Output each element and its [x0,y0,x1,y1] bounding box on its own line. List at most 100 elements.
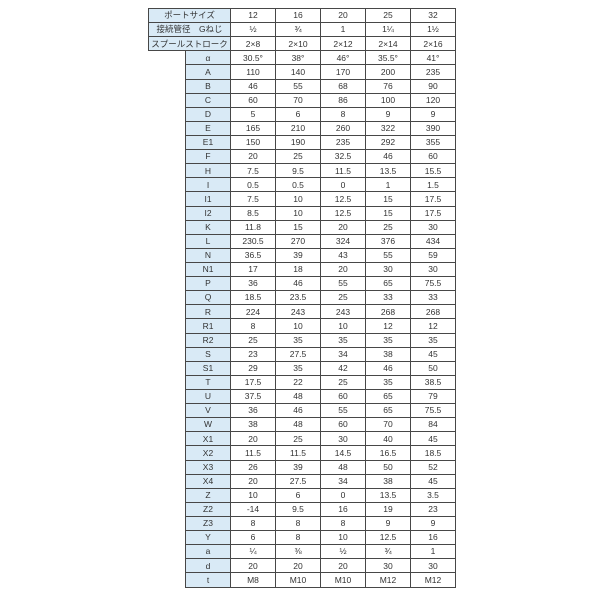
row-spacer [148,64,186,80]
cell-value: 35 [365,374,411,390]
row-spacer [148,276,186,291]
cell-value: 25 [365,7,411,24]
cell-value: 52 [410,459,456,475]
cell-value: 16.5 [365,445,411,461]
cell-value: 8.5 [230,205,276,221]
cell-value: 1½ [410,22,456,38]
cell-value: 376 [365,233,411,249]
cell-value: 35 [275,332,321,348]
cell-value: 60 [410,149,456,165]
cell-value: 322 [365,120,411,136]
cell-value: 16 [410,530,456,546]
row-label: ポートサイズ [148,7,231,24]
cell-value: 30 [365,558,411,574]
cell-value: 35 [275,360,321,376]
cell-value: 324 [320,233,366,249]
cell-value: 29 [230,360,276,376]
cell-value: 36.5 [230,247,276,263]
row-label: H [185,163,231,179]
cell-value: M12 [365,572,411,588]
cell-value: 17.5 [410,191,456,207]
cell-value: 8 [230,515,276,532]
table-row: d 20 20 20 30 30 [148,558,456,574]
cell-value: 110 [230,64,276,80]
cell-value: 235 [320,134,366,151]
row-label: Y [185,530,231,546]
table-row: Z 10 6 0 13.5 3.5 [148,487,456,503]
cell-value: 5 [230,106,276,122]
row-label: W [185,417,231,433]
cell-value: 35.5° [365,50,411,66]
cell-value: 170 [320,64,366,80]
cell-value: 50 [365,459,411,475]
cell-value: ¾ [365,544,411,560]
cell-value: 46 [275,403,321,419]
cell-value: 6 [275,106,321,122]
table-row: X2 11.5 11.5 14.5 16.5 18.5 [148,445,456,461]
cell-value: 23 [410,501,456,517]
cell-value: 224 [230,304,276,320]
cell-value: 11.8 [230,219,276,235]
cell-value: 46 [275,276,321,292]
cell-value: 36 [230,403,276,419]
cell-value: 23.5 [275,290,321,306]
cell-value: 260 [320,120,366,136]
cell-value: 20 [230,149,276,165]
table-row: B 46 55 68 76 90 [148,78,456,94]
cell-value: 12.5 [320,205,366,221]
cell-value: 100 [365,92,411,108]
cell-value: 12.5 [365,530,411,546]
cell-value: 20 [230,473,276,489]
cell-value: 7.5 [230,191,276,207]
cell-value: 38.5 [410,374,456,390]
table-row: K 11.8 15 20 25 30 [148,219,456,235]
row-spacer [148,93,186,108]
cell-value: 32 [410,7,456,24]
row-spacer [148,234,186,249]
row-spacer [148,488,186,503]
cell-value: 33 [365,290,411,306]
cell-value: 25 [320,374,366,390]
row-label: P [185,276,231,292]
cell-value: 48 [320,459,366,475]
cell-value: 1 [320,22,366,38]
row-label: I2 [185,205,231,221]
cell-value: 30 [410,219,456,235]
cell-value: 30 [365,261,411,278]
cell-value: 15 [365,191,411,207]
cell-value: 268 [410,304,456,320]
cell-value: 35 [365,332,411,348]
cell-value: 20 [320,261,366,278]
cell-value: 2×10 [275,36,321,52]
row-spacer [148,206,186,221]
cell-value: 75.5 [410,403,456,419]
cell-value: 9 [410,515,456,532]
row-spacer [148,445,186,460]
cell-value: 10 [275,191,321,207]
cell-value: 10 [320,530,366,546]
cell-value: 9.5 [275,501,321,517]
cell-value: 59 [410,247,456,263]
cell-value: 14.5 [320,445,366,461]
cell-value: ½ [230,22,276,38]
cell-value: 60 [230,92,276,108]
row-label: スプールストローク [148,36,231,52]
row-spacer [148,191,186,207]
cell-value: 26 [230,459,276,475]
header-row: 接続管径 Gねじ ½ ¾ 1 1¼ 1½ [148,22,456,38]
table-row: V 36 46 55 65 75.5 [148,403,456,419]
table-row: U 37.5 48 60 65 79 [148,388,456,405]
row-label: I [185,177,231,193]
row-spacer [148,530,186,545]
row-label: d [185,558,231,574]
cell-value: 18.5 [410,445,456,461]
cell-value: 8 [230,318,276,334]
table-row: X4 20 27.5 34 38 45 [148,473,456,489]
cell-value: -14 [230,501,276,517]
cell-value: 10 [320,318,366,334]
cell-value: 8 [320,515,366,532]
table-row: S1 29 35 42 46 50 [148,360,456,376]
table-row: I 0.5 0.5 0 1 1.5 [148,177,456,193]
cell-value: 1 [365,177,411,193]
